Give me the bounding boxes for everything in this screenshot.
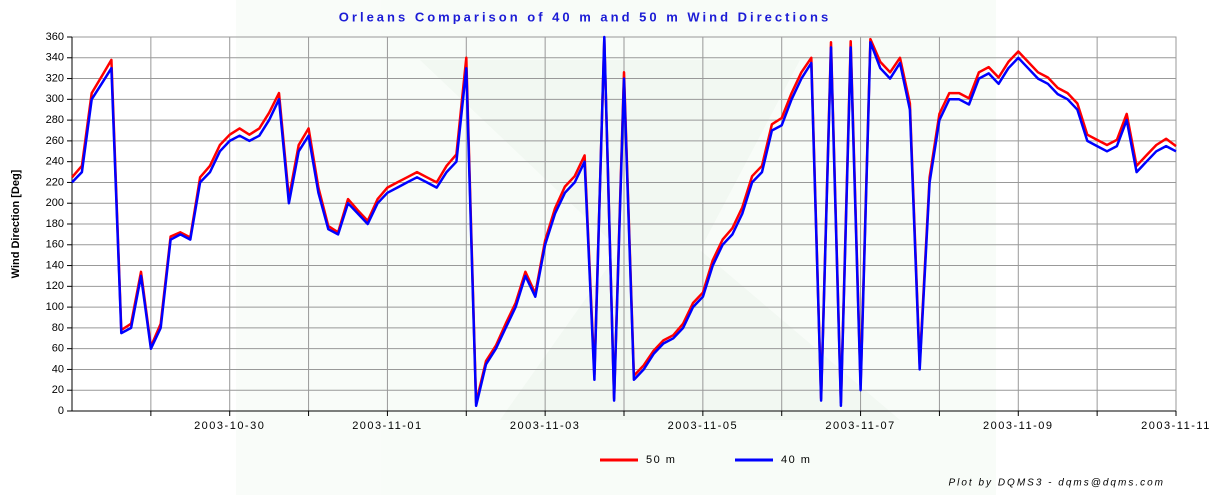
y-tick-label: 160 <box>46 239 64 251</box>
line-series <box>71 35 1177 408</box>
watermark-shape <box>420 60 900 420</box>
legend-label: 40 m <box>781 454 811 466</box>
y-tick-label: 20 <box>52 384 64 396</box>
y-axis-label: Wind Direction [Deg] <box>10 169 22 278</box>
y-tick-label: 200 <box>46 197 64 209</box>
y-tick-label: 340 <box>46 52 64 64</box>
y-tick-label: 220 <box>46 176 64 188</box>
x-tick-label: 2003-11-11 <box>1141 420 1211 432</box>
y-tick-label: 180 <box>46 218 64 230</box>
y-tick-label: 240 <box>46 156 64 168</box>
x-tick-label: 2003-11-03 <box>510 420 580 432</box>
x-tick-label: 2003-11-05 <box>668 420 738 432</box>
footer: Plot by DQMS3 - dqms@dqms.com <box>948 478 1165 489</box>
y-tick-label: 80 <box>52 322 64 334</box>
y-tick-label: 100 <box>46 301 64 313</box>
line-series <box>71 37 1177 404</box>
y-tick-label: 360 <box>46 31 64 43</box>
y-tick-label: 280 <box>46 114 64 126</box>
y-tick-label: 40 <box>52 363 64 375</box>
x-tick-label: 2003-10-30 <box>194 420 265 432</box>
x-tick-label: 2003-11-01 <box>352 420 422 432</box>
chart-title: Orleans Comparison of 40 m and 50 m Wind… <box>339 9 831 24</box>
y-tick-label: 120 <box>46 280 64 292</box>
y-tick-label: 320 <box>46 72 64 84</box>
y-tick-label: 260 <box>46 135 64 147</box>
x-tick-label: 2003-11-09 <box>983 420 1053 432</box>
y-tick-label: 60 <box>52 343 64 355</box>
x-tick-label: 2003-11-07 <box>825 420 895 432</box>
y-tick-label: 300 <box>46 93 64 105</box>
y-tick-label: 140 <box>46 259 64 271</box>
y-tick-label: 0 <box>58 405 64 417</box>
legend-label: 50 m <box>646 454 676 466</box>
